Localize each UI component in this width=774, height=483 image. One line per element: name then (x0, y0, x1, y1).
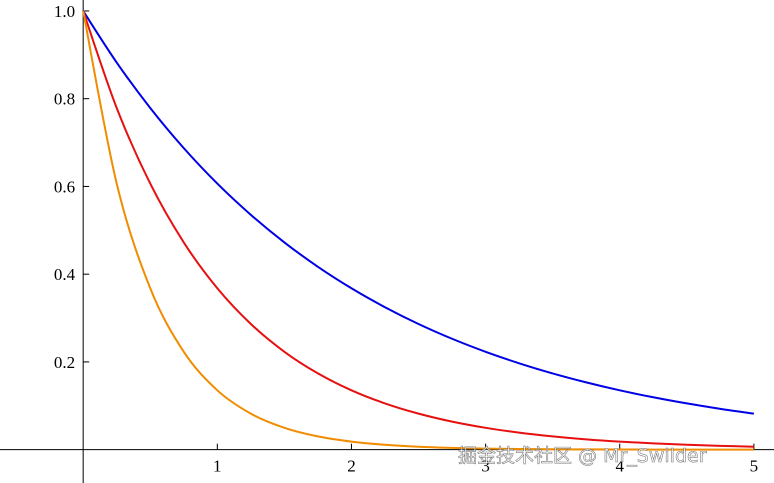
x-tick-label: 4 (615, 457, 624, 476)
y-tick-label: 1.0 (54, 2, 75, 21)
line-series (82, 10, 754, 451)
x-tick-label: 3 (481, 457, 490, 476)
y-tick-label: 0.4 (54, 265, 76, 284)
y-tick-label: 0.8 (54, 90, 75, 109)
x-tick-label: 1 (213, 457, 222, 476)
y-tick-label: 0.6 (54, 177, 75, 196)
line-series (82, 10, 755, 415)
watermark: 掘金技术社区 @ Mr_Swilder (458, 445, 707, 467)
line-series (82, 10, 754, 448)
y-tick-label: 0.2 (54, 353, 75, 372)
x-tick-label: 2 (347, 457, 356, 476)
x-tick-label: 5 (750, 457, 759, 476)
